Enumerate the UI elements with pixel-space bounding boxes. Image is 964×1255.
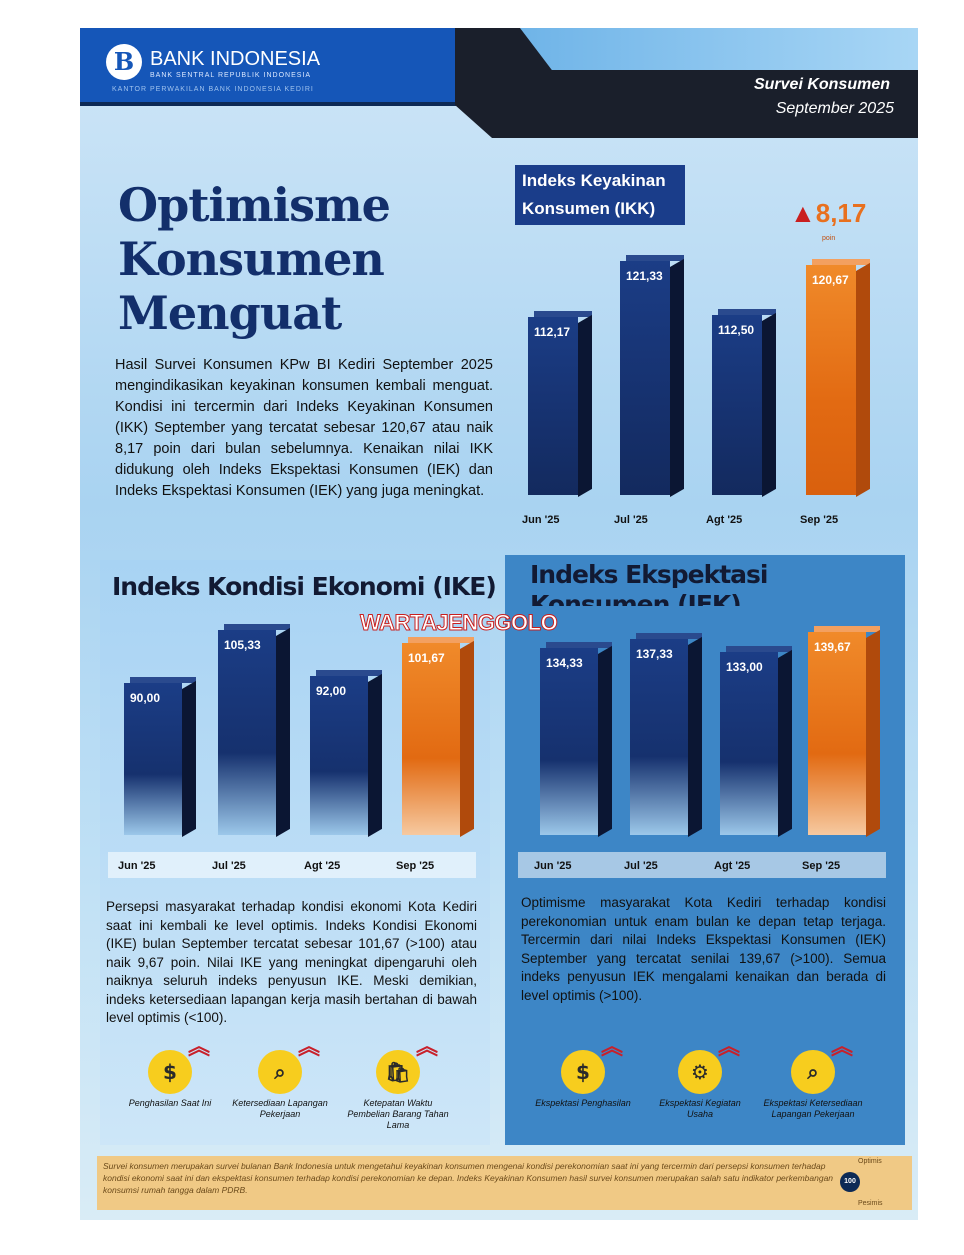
double-chevron-up-icon: ︽ <box>297 1035 320 1060</box>
category-label: Jul '25 <box>624 860 658 872</box>
money-hand-icon: $ ︽ <box>561 1037 623 1094</box>
double-chevron-up-icon: ︽ <box>415 1035 438 1060</box>
survey-period: September 2025 <box>775 100 894 117</box>
category-label: Agt '25 <box>304 860 341 872</box>
arrow-up-icon: ▲ <box>790 198 816 228</box>
title-line: Konsumen <box>118 232 385 286</box>
bar-value-label: 101,67 <box>408 650 445 665</box>
bar-agt-25: 92,00 <box>310 670 382 837</box>
double-chevron-up-icon: ︽ <box>830 1035 853 1060</box>
indicator-label: Ketersediaan Lapangan Pekerjaan <box>232 1098 328 1119</box>
bank-indonesia-logo: B <box>106 44 142 80</box>
category-label: Agt '25 <box>714 860 751 872</box>
iek-category-band <box>518 852 886 878</box>
bar-sep-25: 139,67 <box>808 625 880 837</box>
gauge-bottom-label: Pesimis <box>858 1200 883 1207</box>
category-label: Jul '25 <box>614 514 648 526</box>
ike-chart-title: Indeks Kondisi Ekonomi (IKE) <box>112 572 497 601</box>
bank-subtitle: BANK SENTRAL REPUBLIK INDONESIA <box>150 72 312 79</box>
indicator-money-hand: $ ︽ Ekspektasi Penghasilan <box>528 1037 638 1109</box>
title-line: Menguat <box>118 286 342 340</box>
bar-agt-25: 112,50 <box>712 309 776 497</box>
indicator-shopping-bag: 🛍 ︽ Ketepatan Waktu Pembelian Barang Tahan… <box>343 1037 453 1131</box>
bar-sep-25: 101,67 <box>402 636 474 837</box>
delta-unit: poin <box>822 235 836 242</box>
indicator-label: Ekspektasi Ketersediaan Lapangan Pekerja… <box>763 1098 863 1119</box>
bar-value-label: 92,00 <box>316 684 347 699</box>
bar-value-label: 139,67 <box>814 639 851 654</box>
bar-jul-25: 137,33 <box>630 633 702 837</box>
watermark: WARTAJENGGOLO <box>359 610 558 636</box>
bank-name: BANK INDONESIA <box>150 48 321 70</box>
double-chevron-up-icon: ︽ <box>187 1035 210 1060</box>
footer-note: Survei konsumen merupakan survei bulanan… <box>97 1156 912 1210</box>
bar-jun-25: 90,00 <box>124 677 196 837</box>
delta-value: 8,17 <box>815 198 867 228</box>
gauge-100-icon: 100 <box>840 1172 860 1192</box>
business-icon: ⚙ ︽ <box>678 1037 740 1094</box>
ikk-delta: ▲8,17 <box>790 198 866 229</box>
indicator-label: Penghasilan Saat Ini <box>128 1098 212 1108</box>
indicator-job-search: ⌕ ︽ Ketersediaan Lapangan Pekerjaan <box>225 1037 335 1120</box>
indicator-money-hand: $ ︽ Penghasilan Saat Ini <box>115 1037 225 1109</box>
iek-chart-title: Indeks Ekspektasi Konsumen (IEK) <box>530 560 769 606</box>
bar-jun-25: 112,17 <box>528 311 592 497</box>
category-label: Jun '25 <box>522 514 560 526</box>
ikk-chart-title: Indeks Keyakinan Konsumen (IKK) <box>515 165 685 225</box>
bar-jun-25: 134,33 <box>540 642 612 837</box>
intro-paragraph: Hasil Survei Konsumen KPw BI Kediri Sept… <box>115 357 493 499</box>
category-label: Sep '25 <box>802 860 841 872</box>
indicator-job-search: ⌕ ︽ Ekspektasi Ketersediaan Lapangan Peker… <box>758 1037 868 1120</box>
header-accent <box>520 28 918 70</box>
indicator-label: Ketepatan Waktu Pembelian Barang Tahan L… <box>347 1098 449 1130</box>
bar-agt-25: 133,00 <box>720 646 792 837</box>
money-hand-icon: $ ︽ <box>148 1037 210 1094</box>
double-chevron-up-icon: ︽ <box>717 1035 740 1060</box>
category-label: Jun '25 <box>118 860 156 872</box>
bar-jul-25: 121,33 <box>620 255 684 497</box>
bar-value-label: 90,00 <box>130 691 161 706</box>
bar-value-label: 134,33 <box>546 656 583 670</box>
bar-jul-25: 105,33 <box>218 624 290 837</box>
survey-title: Survei Konsumen <box>753 76 890 93</box>
bar-value-label: 121,33 <box>626 269 663 284</box>
page-title: Optimisme Konsumen Menguat <box>118 178 391 340</box>
bar-value-label: 133,00 <box>726 660 763 674</box>
bar-sep-25: 120,67 <box>806 259 870 497</box>
ike-description: Persepsi masyarakat terhadap kondisi eko… <box>106 899 477 1025</box>
ike-category-band <box>108 852 476 878</box>
job-search-icon: ⌕ ︽ <box>258 1037 320 1094</box>
bar-value-label: 112,17 <box>534 325 571 340</box>
indicator-label: Ekspektasi Kegiatan Usaha <box>659 1098 741 1119</box>
category-label: Sep '25 <box>800 514 839 526</box>
category-label: Agt '25 <box>706 514 743 526</box>
bar-value-label: 137,33 <box>636 647 673 661</box>
job-search-icon: ⌕ ︽ <box>791 1037 853 1094</box>
category-label: Jul '25 <box>212 860 246 872</box>
office-name: KANTOR PERWAKILAN BANK INDONESIA KEDIRI <box>112 86 314 93</box>
bar-value-label: 112,50 <box>718 323 755 338</box>
indicator-business: ⚙ ︽ Ekspektasi Kegiatan Usaha <box>645 1037 755 1120</box>
category-label: Sep '25 <box>396 860 435 872</box>
shopping-bag-icon: 🛍 ︽ <box>376 1037 438 1094</box>
gauge-top-label: Optimis <box>858 1158 882 1165</box>
category-label: Jun '25 <box>534 860 572 872</box>
indicator-label: Ekspektasi Penghasilan <box>535 1098 631 1108</box>
iek-description: Optimisme masyarakat Kota Kediri terhada… <box>521 895 886 1003</box>
bar-value-label: 105,33 <box>224 638 261 653</box>
bar-value-label: 120,67 <box>812 273 849 288</box>
title-line: Optimisme <box>118 178 391 232</box>
double-chevron-up-icon: ︽ <box>600 1035 623 1060</box>
